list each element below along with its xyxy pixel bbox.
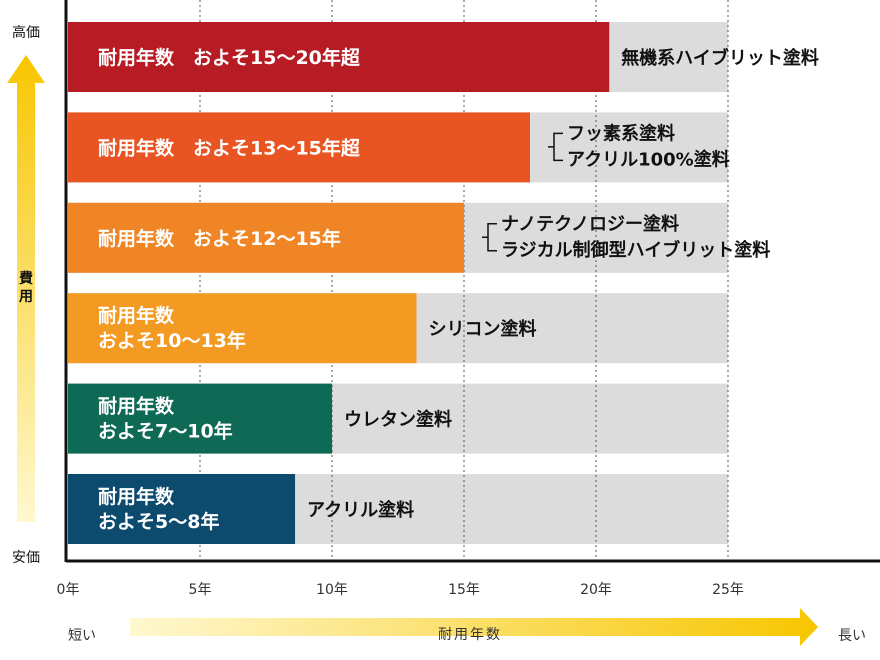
paint-label: フッ素系塗料 (567, 122, 675, 144)
bar-label: およそ10〜13年 (98, 329, 246, 352)
x-tick-label: 25年 (712, 582, 744, 598)
bar-label: およそ5〜8年 (98, 510, 219, 533)
cost-high-label: 高価 (12, 24, 40, 41)
cost-low-label: 安価 (12, 550, 40, 566)
paint-labels: 無機系ハイブリット塗料フッ素系塗料アクリル100%塗料ナノテクノロジー塗料ラジカ… (307, 47, 819, 521)
bar-label: 耐用年数 (98, 395, 175, 418)
svg-text:費: 費 (19, 270, 33, 287)
bar-label: 耐用年数 およそ13〜15年超 (98, 136, 361, 159)
cost-middle-label: 費 用 (19, 270, 33, 305)
bar (68, 293, 417, 364)
paint-label: シリコン塗料 (428, 318, 536, 340)
bar (68, 383, 332, 454)
bar-label: 耐用年数 (98, 485, 175, 508)
cost-arrow (7, 55, 45, 522)
bar-label: およそ7〜10年 (98, 420, 233, 443)
bar-label: 耐用年数 (98, 304, 175, 327)
x-tick-label: 15年 (448, 582, 480, 598)
paint-label: 無機系ハイブリット塗料 (621, 47, 819, 69)
years-long-label: 長い (838, 628, 866, 644)
gridlines (199, 0, 729, 560)
x-tick-label: 5年 (189, 582, 212, 598)
bar-label: 耐用年数 およそ12〜15年 (98, 227, 341, 250)
bracket (482, 223, 497, 252)
years-short-label: 短い (68, 628, 96, 644)
bar (68, 112, 530, 183)
bar (68, 474, 296, 544)
x-tick-labels: 0年 5年 10年 15年 20年 25年 (57, 582, 744, 598)
x-tick-label: 0年 (57, 582, 80, 598)
bar (68, 22, 610, 92)
paint-label: ラジカル制御型ハイブリット塗料 (501, 239, 770, 261)
years-center-label: 耐用年数 (438, 627, 502, 643)
years-arrow (130, 608, 818, 646)
bar-tracks (68, 22, 728, 544)
x-tick-label: 10年 (316, 582, 348, 598)
bar-label: 耐用年数 およそ15〜20年超 (98, 46, 361, 69)
x-tick-label: 20年 (580, 582, 612, 598)
bracket (548, 132, 563, 162)
paint-label: ウレタン塗料 (344, 409, 452, 431)
bar (68, 202, 464, 273)
paint-label: アクリル100%塗料 (567, 148, 730, 170)
paint-label: アクリル塗料 (307, 499, 414, 521)
svg-text:用: 用 (19, 289, 33, 305)
paint-label: ナノテクノロジー塗料 (501, 213, 679, 235)
